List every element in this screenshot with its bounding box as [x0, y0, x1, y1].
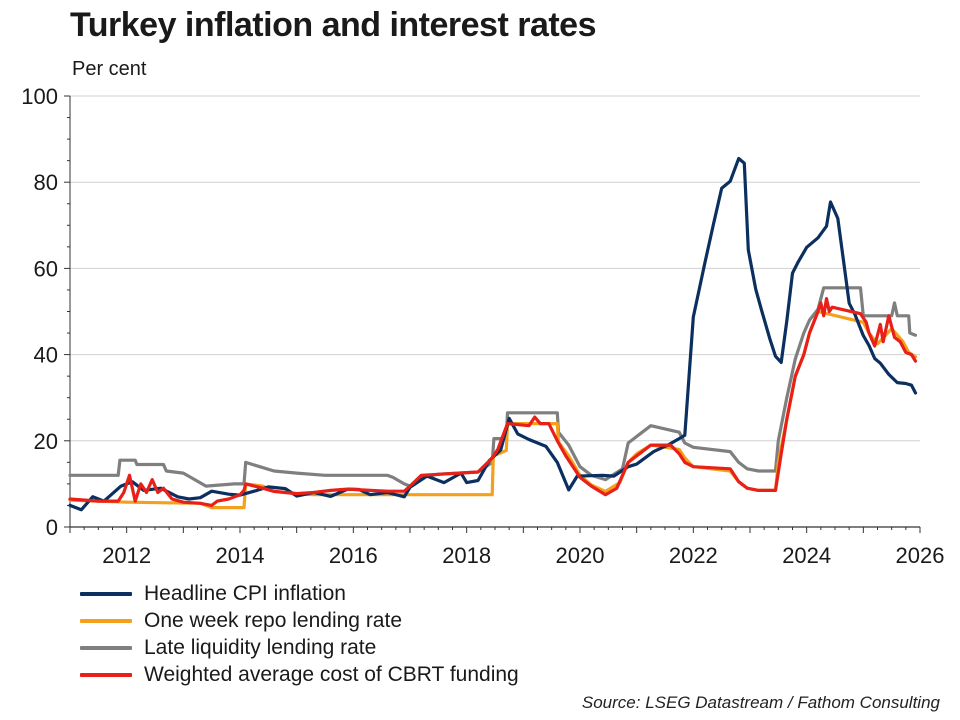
- x-tick-label-2026: 2026: [896, 543, 945, 568]
- x-tick-label-2020: 2020: [556, 543, 605, 568]
- x-tick-label-2012: 2012: [102, 543, 151, 568]
- legend-swatch-cbrt-funding: [80, 672, 132, 677]
- chart-title: Turkey inflation and interest rates: [70, 6, 597, 44]
- legend-label-cbrt-funding: Weighted average cost of CBRT funding: [144, 662, 519, 686]
- legend-item-late-liquidity[interactable]: Late liquidity lending rate: [80, 634, 519, 661]
- x-tick-label-2018: 2018: [442, 543, 491, 568]
- legend-label-headline-cpi: Headline CPI inflation: [144, 581, 346, 605]
- y-tick-label-40: 40: [34, 343, 58, 368]
- x-tick-label-2022: 2022: [669, 543, 718, 568]
- y-tick-label-20: 20: [34, 429, 58, 454]
- y-tick-label-80: 80: [34, 170, 58, 195]
- series-line-0: [68, 156, 918, 512]
- axes: 0 20 40 60 80 100 2012 2014 2016 2018 2020 2022 2024…: [21, 84, 944, 568]
- y-axis-unit-label: Per cent: [72, 58, 147, 80]
- series-line-2: [68, 286, 918, 488]
- source-note: Source: LSEG Datastream / Fathom Consult…: [581, 693, 940, 712]
- legend-swatch-late-liquidity: [80, 645, 132, 650]
- series-lines: [68, 156, 918, 512]
- x-tick-label-2024: 2024: [782, 543, 831, 568]
- legend-item-headline-cpi[interactable]: Headline CPI inflation: [80, 580, 519, 607]
- x-tick-label-2014: 2014: [216, 543, 265, 568]
- legend-item-repo-rate[interactable]: One week repo lending rate: [80, 607, 519, 634]
- legend: Headline CPI inflation One week repo len…: [80, 580, 519, 688]
- y-tick-label-60: 60: [34, 256, 58, 281]
- legend-label-late-liquidity: Late liquidity lending rate: [144, 635, 377, 659]
- y-tick-label-0: 0: [46, 515, 58, 540]
- legend-swatch-repo-rate: [80, 618, 132, 623]
- x-tick-label-2016: 2016: [329, 543, 378, 568]
- y-tick-label-100: 100: [21, 84, 58, 109]
- legend-swatch-headline-cpi: [80, 591, 132, 596]
- legend-label-repo-rate: One week repo lending rate: [144, 608, 402, 632]
- legend-item-cbrt-funding[interactable]: Weighted average cost of CBRT funding: [80, 661, 519, 688]
- series-line-3: [68, 297, 918, 507]
